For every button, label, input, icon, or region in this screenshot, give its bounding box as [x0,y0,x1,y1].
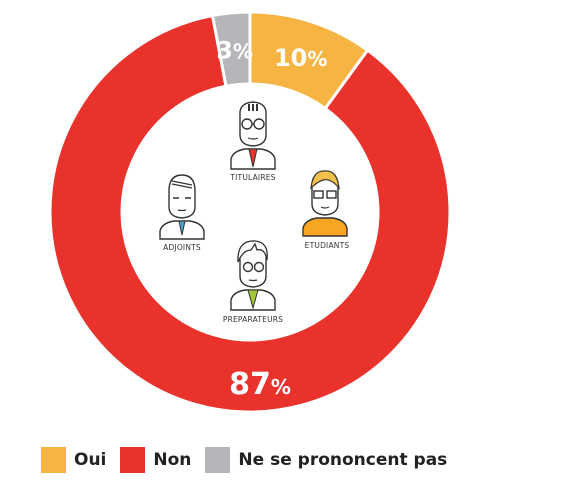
etudiant-person-icon [302,170,348,237]
legend-swatch-oui [41,447,66,473]
slice-label-oui: 10% [274,44,327,72]
legend-swatch-nsp [205,447,231,473]
slice-label-nsp: 3% [216,37,253,65]
legend-label-non: Non [153,450,192,470]
adjoint-figure: ADJOINTS [159,174,205,252]
preparateur-figure: PREPARATEURS [223,240,283,324]
legend-label-nsp: Ne se prononcent pas [238,450,448,470]
slice-nsp [210,10,252,89]
legend-label-oui: Oui [74,450,107,470]
etudiant-figure: ETUDIANTS [302,170,350,250]
legend-swatch-non [120,447,146,473]
titulaire-figure: TITULAIRES [229,101,276,182]
donut-slices [48,10,452,414]
preparateurs-label: PREPARATEURS [223,315,283,324]
preparateur-person-icon [230,240,276,311]
slice-value-labels: 10% 87% 3% [216,37,327,402]
slice-label-non: 87% [229,367,291,402]
legend-item-non: Non [120,447,191,473]
etudiants-label: ETUDIANTS [305,241,350,250]
titulaires-label: TITULAIRES [229,173,275,182]
chart-legend: Oui Non Ne se prononcent pas [41,447,461,473]
adjoints-label: ADJOINTS [163,243,201,252]
titulaire-person-icon [230,101,276,170]
legend-item-oui: Oui [41,447,106,473]
adjoint-person-icon [159,174,205,240]
legend-item-nsp: Ne se prononcent pas [205,447,447,473]
donut-chart: 10% 87% 3% TITULAIRES ADJOINTS [48,10,452,414]
slice-non [48,13,452,414]
